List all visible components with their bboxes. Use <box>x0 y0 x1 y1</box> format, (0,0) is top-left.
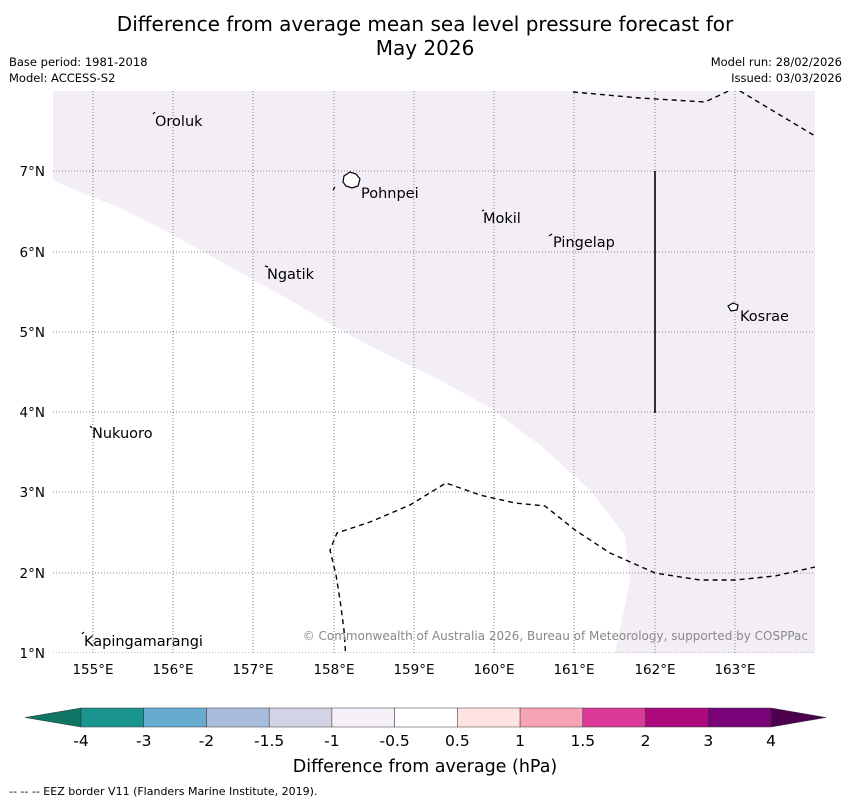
colorbar-segment <box>268 707 333 728</box>
eez-borders <box>329 91 815 653</box>
base-period: Base period: 1981-2018 <box>9 55 148 69</box>
colorbar-tick-label: -3 <box>136 732 151 750</box>
lat-label-2: 2°N <box>20 566 45 582</box>
kosrae-island-icon <box>727 302 739 312</box>
meta-right: Model run: 28/02/2026 Issued: 03/03/2026 <box>711 54 842 86</box>
latitude-labels: 7°N 6°N 5°N 4°N 3°N 2°N 1°N <box>20 164 45 662</box>
model-run: Model run: 28/02/2026 <box>710 55 842 69</box>
label-pohnpei: Pohnpei <box>361 186 419 202</box>
lat-label-1: 1°N <box>20 646 45 662</box>
colorbar-tick-label: -1.5 <box>254 732 284 750</box>
longitude-labels: 155°E 156°E 157°E 158°E 159°E 160°E 161°… <box>72 662 755 678</box>
lat-label-6: 6°N <box>20 245 45 261</box>
label-kosrae: Kosrae <box>740 309 789 325</box>
colorbar-tick-label: -2 <box>199 732 214 750</box>
model-name: Model: ACCESS-S2 <box>9 71 116 85</box>
pohnpei-island-icon <box>342 171 361 189</box>
label-pingelap: Pingelap <box>553 235 615 251</box>
colorbar-label: Difference from average (hPa) <box>293 757 558 777</box>
eez-footnote: -- -- -- EEZ border V11 (Flanders Marine… <box>9 785 318 798</box>
colorbar-tick-label: -0.5 <box>380 732 410 750</box>
colorbar-tick-label: -4 <box>73 732 88 750</box>
chart-title: Difference from average mean sea level p… <box>0 12 850 60</box>
colorbar-tick-label: 1 <box>515 732 525 750</box>
copyright-notice: © Commonwealth of Australia 2026, Bureau… <box>303 629 808 643</box>
colorbar-tick-label: 4 <box>766 732 776 750</box>
colorbar-tick-label: -1 <box>324 732 339 750</box>
lon-label-156: 156°E <box>152 662 193 678</box>
lon-label-157: 157°E <box>232 662 273 678</box>
colorbar-segment <box>394 707 458 728</box>
lat-label-5: 5°N <box>20 325 45 341</box>
label-nukuoro: Nukuoro <box>92 426 153 442</box>
colorbar-segment <box>331 707 395 728</box>
pressure-shading <box>53 91 815 653</box>
colorbar-tick-label: 2 <box>641 732 651 750</box>
colorbar-segment <box>708 707 772 728</box>
lat-label-4: 4°N <box>20 405 45 421</box>
colorbar-tick-labels: -4 -3 -2 -1.5 -1 -0.5 0.5 1 1.5 2 3 4 <box>73 732 776 750</box>
lon-label-163: 163°E <box>714 662 755 678</box>
label-mokil: Mokil <box>483 211 521 227</box>
eez-border-south <box>329 482 815 653</box>
title-line-2: May 2026 <box>375 36 475 60</box>
label-oroluk: Oroluk <box>155 114 203 130</box>
lon-label-162: 162°E <box>634 662 675 678</box>
lon-label-158: 158°E <box>313 662 354 678</box>
colorbar-segment <box>582 707 646 728</box>
map-area <box>53 91 815 653</box>
meta-left: Base period: 1981-2018 Model: ACCESS-S2 <box>9 54 148 86</box>
colorbar-segment <box>457 707 521 728</box>
colorbar-tick-label: 3 <box>703 732 713 750</box>
lon-label-155: 155°E <box>72 662 113 678</box>
colorbar <box>24 707 827 728</box>
label-ngatik: Ngatik <box>267 267 315 283</box>
title-line-1: Difference from average mean sea level p… <box>116 12 734 36</box>
islands <box>81 111 739 635</box>
lon-label-161: 161°E <box>553 662 594 678</box>
colorbar-tick-label: 0.5 <box>445 732 470 750</box>
colorbar-low-extend <box>24 707 82 728</box>
colorbar-segment <box>80 707 144 728</box>
colorbar-tick-label: 1.5 <box>570 732 595 750</box>
colorbar-segment <box>143 707 207 728</box>
lat-label-3: 3°N <box>20 485 45 501</box>
issued-date: Issued: 03/03/2026 <box>731 71 842 85</box>
lat-label-7: 7°N <box>20 164 45 180</box>
colorbar-segment <box>645 707 709 728</box>
colorbar-high-extend <box>770 707 827 728</box>
colorbar-segment <box>206 707 270 728</box>
colorbar-segment <box>519 707 584 728</box>
place-labels: Oroluk Pohnpei Mokil Pingelap Ngatik Kos… <box>84 114 789 650</box>
eez-border-north <box>572 91 815 137</box>
lon-label-160: 160°E <box>473 662 514 678</box>
lon-label-159: 159°E <box>393 662 434 678</box>
label-kapingamarangi: Kapingamarangi <box>84 634 203 650</box>
